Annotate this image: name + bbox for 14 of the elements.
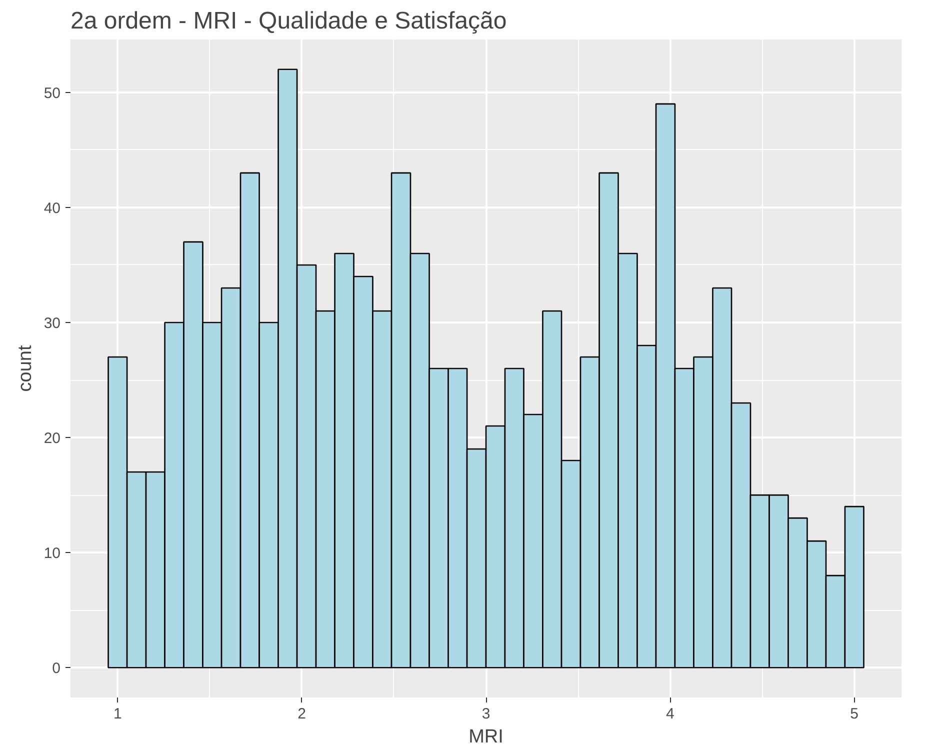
y-tick-label: 0 xyxy=(52,660,60,678)
y-tick-label: 50 xyxy=(44,84,61,102)
y-tick-label: 30 xyxy=(44,314,61,332)
x-tick-label: 3 xyxy=(482,706,490,722)
y-tick-label: 20 xyxy=(44,430,61,448)
y-tick-label: 40 xyxy=(44,200,61,217)
x-tick-label: 2 xyxy=(298,706,306,722)
x-tick-label: 4 xyxy=(666,706,674,722)
y-tick-label: 10 xyxy=(44,545,61,562)
x-tick-label: 1 xyxy=(113,706,122,722)
y-axis-title: count xyxy=(14,344,36,392)
chart-title: 2a ordem - MRI - Qualidade e Satisfação xyxy=(70,8,507,34)
x-tick-label: 5 xyxy=(850,706,859,722)
x-axis-title: MRI xyxy=(468,726,504,748)
